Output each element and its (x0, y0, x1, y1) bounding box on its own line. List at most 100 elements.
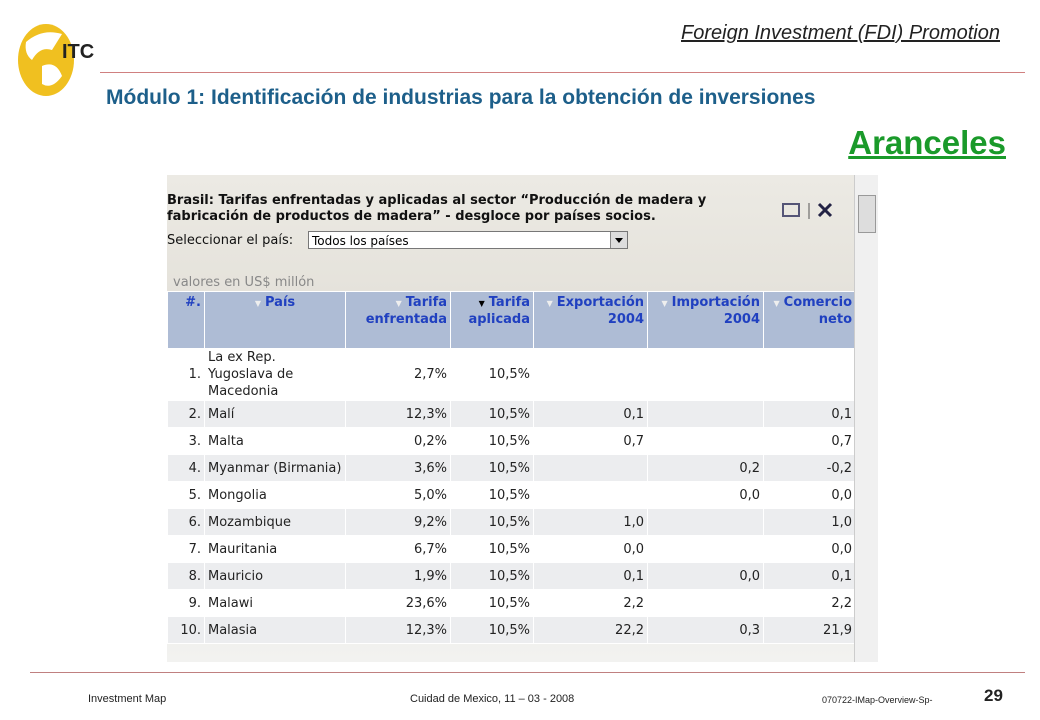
table-cell (533, 454, 648, 482)
column-header[interactable]: Tarifa enfrentada (345, 291, 451, 349)
screenshot: Brasil: Tarifas enfrentadas y aplicadas … (167, 175, 878, 662)
table-cell: 10,5% (450, 508, 534, 536)
table-cell: 12,3% (345, 400, 451, 428)
table-cell (647, 535, 764, 563)
table-cell: 3,6% (345, 454, 451, 482)
table-row: 3. Malta 0,2% 10,5% 0,7 0,7 (167, 427, 856, 455)
table-cell: 10,5% (450, 562, 534, 590)
table-cell: 10,5% (450, 454, 534, 482)
table-cell: 0,0 (533, 535, 648, 563)
table-cell (647, 508, 764, 536)
table-cell: 8. (167, 562, 205, 590)
globe-land (25, 32, 63, 86)
column-header-text: Comercio neto (774, 295, 853, 327)
select-label: Seleccionar el país: (167, 233, 294, 248)
table-cell: 10,5% (450, 481, 534, 509)
header-title: Foreign Investment (FDI) Promotion (681, 22, 1000, 44)
table-cell: Myanmar (Birmania) (204, 454, 346, 482)
table-cell: 2. (167, 400, 205, 428)
table-cell: 4. (167, 454, 205, 482)
table-cell: -0,2 (763, 454, 856, 482)
table-row: 7. Mauritania 6,7% 10,5% 0,0 0,0 (167, 535, 856, 563)
table-cell: 10. (167, 616, 205, 644)
column-header[interactable]: Importación 2004 (647, 291, 764, 349)
table-cell: 0,7 (763, 427, 856, 455)
table-cell: 3. (167, 427, 205, 455)
table-cell (533, 348, 648, 401)
table-cell: Mozambique (204, 508, 346, 536)
column-header[interactable]: Exportación 2004 (533, 291, 648, 349)
table-cell: 6. (167, 508, 205, 536)
units-note: valores en US$ millón (173, 275, 315, 290)
table-cell: 2,7% (345, 348, 451, 401)
scroll-thumb[interactable] (858, 195, 876, 233)
column-header-text: Importación 2004 (661, 295, 760, 327)
table-cell (763, 348, 856, 401)
module-title: Módulo 1: Identificación de industrias p… (106, 86, 816, 109)
column-header-text: Exportación 2004 (547, 295, 644, 327)
table-cell: 0,0 (647, 481, 764, 509)
table-row: 6. Mozambique 9,2% 10,5% 1,0 1,0 (167, 508, 856, 536)
tariff-table: #. País Tarifa enfrentada Tarifa aplicada Ex… (167, 291, 856, 644)
table-cell: 1. (167, 348, 205, 401)
table-row: 1. La ex Rep. Yugoslava de Macedonia 2,7% 1… (167, 348, 856, 401)
table-cell: 0,1 (533, 562, 648, 590)
table-row: 10. Malasia 12,3% 10,5% 22,2 0,3 21,9 (167, 616, 856, 644)
table-cell: Malta (204, 427, 346, 455)
table-cell: 10,5% (450, 400, 534, 428)
table-cell: Malí (204, 400, 346, 428)
top-rule (100, 72, 1025, 73)
table-cell: 0,0 (763, 481, 856, 509)
footer-left: Investment Map (88, 693, 167, 705)
table-row: 4. Myanmar (Birmania) 3,6% 10,5% 0,2 -0,2 (167, 454, 856, 482)
select-value: Todos los países (312, 234, 409, 248)
select-button[interactable] (610, 232, 627, 248)
table-cell: Mauricio (204, 562, 346, 590)
table-cell: 1,0 (763, 508, 856, 536)
table-cell: 0,7 (533, 427, 648, 455)
column-header[interactable]: #. (167, 291, 205, 349)
column-header[interactable]: Tarifa aplicada (450, 291, 534, 349)
column-header[interactable]: Comercio neto (763, 291, 856, 349)
table-cell: 2,2 (763, 589, 856, 617)
table-cell (647, 589, 764, 617)
print-icon[interactable] (782, 203, 800, 217)
column-header-text: Tarifa enfrentada (366, 295, 447, 327)
column-header[interactable]: País (204, 291, 346, 349)
table-row: 5. Mongolia 5,0% 10,5% 0,0 0,0 (167, 481, 856, 509)
table-cell: 0,3 (647, 616, 764, 644)
table-cell (647, 400, 764, 428)
table-row: 9. Malawi 23,6% 10,5% 2,2 2,2 (167, 589, 856, 617)
table-cell: 22,2 (533, 616, 648, 644)
panel-title: Brasil: Tarifas enfrentadas y aplicadas … (167, 193, 707, 224)
table-cell: 0,1 (763, 562, 856, 590)
table-cell (533, 481, 648, 509)
footer-code: 070722-IMap-Overview-Sp- (822, 695, 933, 705)
country-select[interactable]: Todos los países (308, 231, 628, 249)
table-cell: 0,1 (763, 400, 856, 428)
table-cell: 0,2% (345, 427, 451, 455)
table-cell: 2,2 (533, 589, 648, 617)
table-cell (647, 427, 764, 455)
table-cell (647, 348, 764, 401)
table-cell: 0,0 (763, 535, 856, 563)
table-cell: 5. (167, 481, 205, 509)
scrollbar[interactable] (854, 175, 878, 662)
table-cell: 6,7% (345, 535, 451, 563)
close-icon[interactable] (817, 202, 833, 218)
table-cell: 10,5% (450, 348, 534, 401)
panel-icons (782, 202, 833, 219)
table-cell: Mongolia (204, 481, 346, 509)
table-cell: 21,9 (763, 616, 856, 644)
page-number: 29 (984, 686, 1003, 705)
bottom-rule (30, 672, 1025, 673)
logo: ITC (18, 24, 94, 96)
table-row: 8. Mauricio 1,9% 10,5% 0,1 0,0 0,1 (167, 562, 856, 590)
table-cell: 23,6% (345, 589, 451, 617)
table-cell: 10,5% (450, 616, 534, 644)
table-cell: 0,2 (647, 454, 764, 482)
table-cell: 5,0% (345, 481, 451, 509)
column-header-text: Tarifa aplicada (468, 295, 530, 327)
table-row: 2. Malí 12,3% 10,5% 0,1 0,1 (167, 400, 856, 428)
table-cell: 10,5% (450, 427, 534, 455)
